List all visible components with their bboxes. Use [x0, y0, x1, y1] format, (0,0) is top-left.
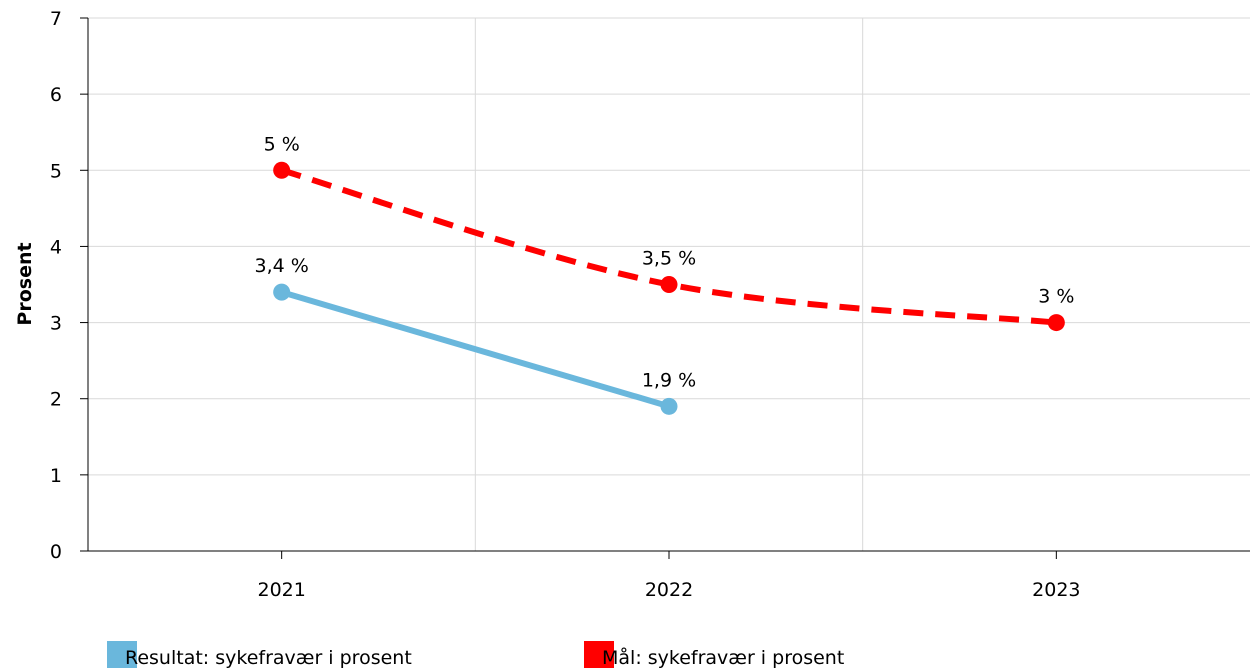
- x-tick-label: 2021: [257, 579, 305, 601]
- y-tick-label: 2: [50, 389, 62, 411]
- data-point-1-1: [660, 276, 678, 293]
- y-tick-label: 0: [50, 541, 62, 563]
- y-tick-label: 3: [50, 313, 62, 335]
- series-layer: [273, 161, 1065, 415]
- data-label: 3,5 %: [642, 248, 696, 270]
- data-label: 5 %: [264, 133, 300, 155]
- legend-swatch-0: [107, 641, 137, 668]
- axis-layer: 0 1 2 3 4 5 6 7 2021 2022 2023: [50, 8, 1250, 601]
- legend-swatch-1: [584, 641, 614, 668]
- data-point-1-2: [1047, 314, 1065, 332]
- legend: Resultat: sykefravær i prosent Mål: sykef…: [107, 641, 844, 669]
- y-tick-label: 5: [50, 160, 62, 182]
- y-tick-label: 1: [50, 465, 62, 487]
- x-tick-label: 2022: [645, 579, 693, 601]
- y-tick-label: 4: [50, 236, 62, 258]
- data-label: 3 %: [1038, 286, 1074, 308]
- y-axis-label: Prosent: [14, 242, 36, 325]
- label-layer: 3,4 % 1,9 % 5 % 3,5 % 3 %: [255, 133, 1075, 391]
- data-point-0-0: [273, 283, 291, 301]
- data-point-1-0: [273, 161, 291, 179]
- data-label: 1,9 %: [642, 369, 696, 391]
- data-point-0-1: [660, 397, 678, 415]
- x-tick-label: 2023: [1032, 579, 1080, 601]
- data-label: 3,4 %: [255, 255, 309, 277]
- y-tick-label: 7: [50, 8, 62, 30]
- legend-label-0: Resultat: sykefravær i prosent: [125, 647, 412, 668]
- legend-label-1: Mål: sykefravær i prosent: [602, 646, 844, 668]
- series-line-0: [280, 289, 670, 410]
- y-tick-label: 6: [50, 84, 62, 106]
